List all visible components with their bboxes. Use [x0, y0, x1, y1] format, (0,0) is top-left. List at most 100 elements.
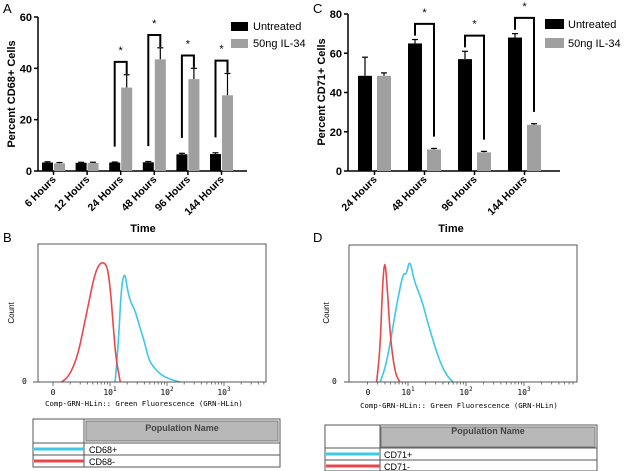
x-tick-label: 0: [366, 388, 371, 397]
significance-star: *: [152, 18, 157, 30]
panel-c-bar-chart: Percent CD71+ Cells Time Untreated 50ng …: [316, 1, 621, 235]
x-tick-label: 144 Hours: [485, 174, 530, 219]
y-tick-label: 40: [20, 63, 32, 75]
bar-il34: [188, 79, 200, 171]
legend-label-il34: 50ng IL-34: [253, 38, 306, 50]
x-tick-exponent: 1: [411, 386, 415, 393]
significance-bracket: [180, 54, 195, 138]
x-tick-label: 48 Hours: [119, 174, 159, 214]
bar-il34: [222, 95, 233, 171]
bar-untreated: [109, 162, 121, 171]
significance-bracket: [113, 60, 128, 147]
x-axis-label: Time: [438, 223, 463, 235]
bar-il34: [154, 59, 166, 171]
y-axis-label: Count: [322, 302, 331, 324]
bar-il34: [121, 87, 133, 171]
panel-letter-d: D: [313, 230, 322, 245]
bar-il34: [87, 163, 99, 171]
significance-star: *: [422, 7, 427, 19]
significance-star: *: [219, 44, 224, 56]
significance-bracket: [464, 34, 485, 140]
bar-il34: [427, 149, 441, 171]
x-tick-label: 48 Hours: [389, 174, 429, 214]
histogram-curve-positive: [379, 262, 454, 383]
y-axis-label: Percent CD68+ Cells: [6, 40, 18, 147]
y-axis-label: Percent CD71+ Cells: [316, 38, 328, 145]
legend-swatch-untreated: [545, 19, 564, 29]
y-tick-label: 0: [26, 166, 32, 178]
x-axis-label: Time: [130, 223, 155, 235]
x-tick-exponent: 1: [113, 386, 117, 393]
panel-a-bar-chart: Percent CD68+ Cells Time Untreated 50ng …: [6, 12, 306, 235]
bar-untreated: [142, 162, 154, 171]
legend-swatch-untreated: [231, 22, 248, 31]
y-tick-label: 0: [332, 377, 337, 386]
legend-header-text: Population Name: [145, 423, 219, 433]
legend-header: [380, 426, 596, 448]
significance-star: *: [119, 45, 124, 57]
bar-il34: [54, 163, 65, 171]
y-tick-label: 60: [330, 48, 342, 60]
x-tick-label: 103: [517, 386, 531, 397]
x-axis-label: Comp-GRN-HLin:: Green Fluorescence (GRN-…: [360, 401, 558, 410]
significance-bracket: [414, 22, 435, 137]
significance-star: *: [522, 1, 527, 13]
histogram-curve-negative: [375, 263, 401, 383]
legend-label-untreated: Untreated: [568, 19, 616, 31]
y-tick-label: 20: [330, 127, 342, 139]
significance-bracket: [214, 59, 229, 138]
legend-label-cd68-pos: CD68+: [89, 445, 117, 455]
bar-il34: [527, 124, 541, 171]
significance-star: *: [186, 39, 191, 51]
panel-b-histogram: Count 0 Comp-GRN-HLin:: Green Fluorescen…: [7, 243, 281, 468]
legend-label-cd68-neg: CD68-: [89, 457, 115, 467]
bar-il34: [377, 75, 391, 171]
panel-letter-a: A: [3, 1, 12, 16]
bar-untreated: [458, 59, 472, 172]
x-tick-exponent: 2: [170, 386, 174, 393]
bar-il34: [477, 152, 491, 171]
x-tick-exponent: 3: [227, 386, 231, 393]
bar-untreated: [508, 37, 522, 171]
bar-untreated: [408, 43, 422, 171]
bar-untreated: [176, 154, 188, 171]
bar-untreated: [210, 154, 221, 171]
y-tick-label: 80: [330, 9, 342, 21]
legend-label-cd71-pos: CD71+: [384, 450, 412, 460]
y-axis-label: Count: [7, 302, 16, 324]
x-tick-label: 102: [160, 386, 174, 397]
significance-bracket: [147, 33, 162, 147]
y-tick-label: 60: [20, 12, 32, 24]
panel-letter-c: C: [313, 1, 322, 16]
plot-frame: [37, 243, 267, 383]
x-tick-label: 103: [217, 386, 231, 397]
legend-label-untreated: Untreated: [253, 21, 301, 33]
y-tick-label: 0: [336, 166, 342, 178]
x-tick-exponent: 3: [527, 386, 531, 393]
x-tick-label: 101: [103, 386, 117, 397]
legend-swatch-il34: [545, 38, 564, 48]
panel-d-histogram: Count 0 Comp-GRN-HLin:: Green Fluorescen…: [322, 244, 598, 471]
y-tick-label: 40: [330, 88, 342, 100]
bar-untreated: [75, 162, 87, 171]
bar-untreated: [42, 162, 53, 171]
x-tick-label: 24 Hours: [339, 174, 379, 214]
y-tick-label: 20: [20, 115, 32, 127]
legend-swatch-il34: [231, 39, 248, 48]
x-tick-label: 96 Hours: [439, 174, 479, 214]
histogram-curve-positive: [114, 274, 181, 383]
bar-untreated: [358, 75, 372, 171]
x-tick-label: 12 Hours: [52, 174, 92, 214]
x-tick-label: 24 Hours: [86, 174, 126, 214]
x-tick-label: 0: [51, 388, 56, 397]
plot-frame: [348, 244, 578, 383]
significance-star: *: [472, 19, 477, 31]
panel-letter-b: B: [3, 230, 12, 245]
legend-header: [85, 420, 279, 442]
histogram-curve-negative: [61, 261, 122, 383]
y-tick-label: 0: [22, 377, 27, 386]
x-tick-label: 101: [401, 386, 415, 397]
legend-label-il34: 50ng IL-34: [568, 38, 621, 50]
